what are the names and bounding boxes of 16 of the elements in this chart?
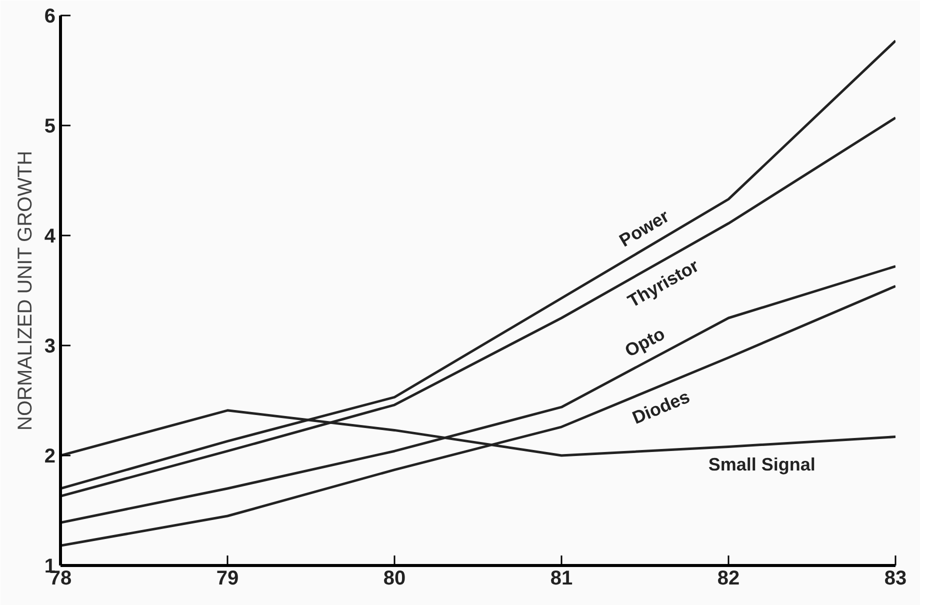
y-tick-label: 4 xyxy=(44,226,56,248)
y-tick-label: 5 xyxy=(44,116,56,138)
text: Opto xyxy=(622,324,668,361)
x-tick-label: 82 xyxy=(717,568,740,590)
line-series xyxy=(60,116,896,498)
y-tick-label: 2 xyxy=(44,446,56,468)
y-tick-label: 3 xyxy=(44,336,56,358)
line-series xyxy=(60,40,896,490)
y-axis-title: NORMALIZED UNIT GROWTH xyxy=(14,150,36,430)
text: Diodes xyxy=(629,386,693,428)
x-tick-label: 83 xyxy=(884,568,907,590)
series-label: Small Signal xyxy=(708,454,816,475)
x-tick-label: 81 xyxy=(550,568,573,590)
x-tick-label: 79 xyxy=(216,568,239,590)
x-tick-label: 80 xyxy=(383,568,406,590)
y-tick-label: 6 xyxy=(44,6,56,28)
